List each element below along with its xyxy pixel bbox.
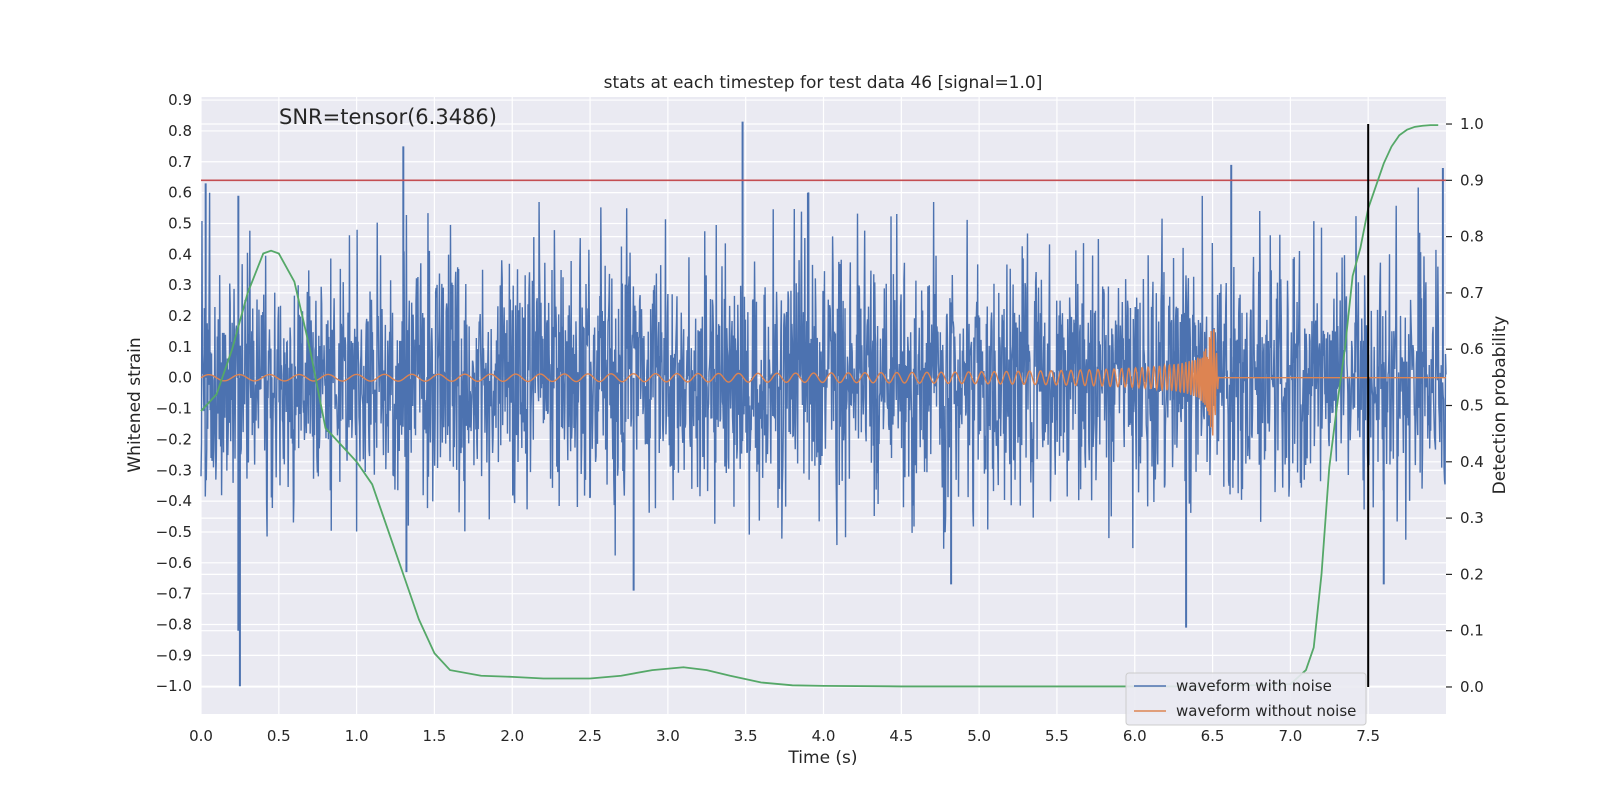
noise-waveform-line: [200, 187, 1447, 556]
y2-axis-title: Detection probability: [1490, 316, 1510, 495]
series-waveform-without-noise: [200, 329, 1446, 436]
y-tick-label: −0.6: [156, 554, 192, 572]
chart-title: stats at each timestep for test data 46 …: [604, 73, 1043, 93]
y2-tick-label: 0.9: [1460, 171, 1484, 189]
x-axis-title: Time (s): [787, 748, 857, 768]
y2-tick-label: 0.8: [1460, 228, 1484, 246]
y2-tick-label: 1.0: [1460, 115, 1484, 133]
y-tick-label: −0.8: [156, 616, 192, 634]
x-tick-label: 2.0: [500, 727, 524, 745]
x-tick-label: 0.5: [267, 727, 291, 745]
y2-tick-label: 0.7: [1460, 284, 1484, 302]
y-tick-label: −0.1: [156, 400, 192, 418]
y2-tick-label: 0.2: [1460, 565, 1484, 583]
y-tick-label: 0.9: [168, 91, 192, 109]
x-tick-label: 1.5: [423, 727, 447, 745]
y-axis-title: Whitened strain: [125, 337, 145, 472]
y2-tick-label: 0.6: [1460, 340, 1484, 358]
y2-tick-label: 0.4: [1460, 453, 1484, 471]
snr-annotation: SNR=tensor(6.3486): [279, 105, 497, 129]
x-axis-ticks: 0.0 0.5 1.0 1.5 2.0 2.5 3.0 3.5 4.0 4.5 5.0 5.5 6.0 6…: [189, 727, 1380, 745]
x-tick-label: 7.0: [1278, 727, 1302, 745]
x-tick-label: 6.0: [1123, 727, 1147, 745]
y-tick-label: −0.4: [156, 492, 192, 510]
x-tick-label: 7.5: [1356, 727, 1380, 745]
y-tick-label: 0.6: [168, 184, 192, 202]
legend-label-clean: waveform without noise: [1176, 702, 1356, 720]
series-waveform-with-noise: [200, 121, 1447, 687]
x-tick-label: 0.0: [189, 727, 213, 745]
y-tick-label: 0.3: [168, 276, 192, 294]
x-tick-label: 4.0: [812, 727, 836, 745]
y2-axis-ticks: 1.0 0.9 0.8 0.7 0.6 0.5 0.4 0.3 0.2 0.1 0.0: [1446, 115, 1484, 696]
y-tick-label: −0.2: [156, 430, 192, 448]
y2-tick-label: 0.1: [1460, 622, 1484, 640]
y-tick-label: 0.2: [168, 307, 192, 325]
x-tick-label: 4.5: [889, 727, 913, 745]
y-tick-label: −0.3: [156, 461, 192, 479]
y-tick-label: −0.9: [156, 646, 192, 664]
x-tick-label: 1.0: [345, 727, 369, 745]
x-tick-label: 3.0: [656, 727, 680, 745]
legend-label-noise: waveform with noise: [1176, 677, 1332, 695]
legend-box: [1125, 672, 1367, 726]
y-tick-label: 0.4: [168, 245, 192, 263]
probability-line: [200, 124, 1439, 688]
x-tick-label: 5.5: [1045, 727, 1069, 745]
y-tick-label: 0.5: [168, 214, 192, 232]
y-tick-label: 0.1: [168, 338, 192, 356]
y2-tick-label: 0.5: [1460, 397, 1484, 415]
x-tick-label: 5.0: [967, 727, 991, 745]
x-tick-label: 3.5: [734, 727, 758, 745]
y2-tick-label: 0.3: [1460, 509, 1484, 527]
y-tick-label: 0.8: [168, 122, 192, 140]
x-tick-label: 2.5: [578, 727, 602, 745]
x-tick-label: 6.5: [1201, 727, 1225, 745]
y-tick-label: 0.7: [168, 153, 192, 171]
y-tick-label: −0.5: [156, 523, 192, 541]
clean-waveform-line: [200, 329, 1446, 436]
y2-tick-label: 0.0: [1460, 678, 1484, 696]
y-tick-label: 0.0: [168, 369, 192, 387]
series-detection-probability: [200, 124, 1439, 688]
legend: waveform with noise waveform without noi…: [1125, 672, 1367, 726]
y-axis-ticks: 0.9 0.8 0.7 0.6 0.5 0.4 0.3 0.2 0.1 0.0 −0.1 −0.2 −0…: [156, 91, 192, 695]
y-tick-label: −0.7: [156, 585, 192, 603]
y-tick-label: −1.0: [156, 677, 192, 695]
